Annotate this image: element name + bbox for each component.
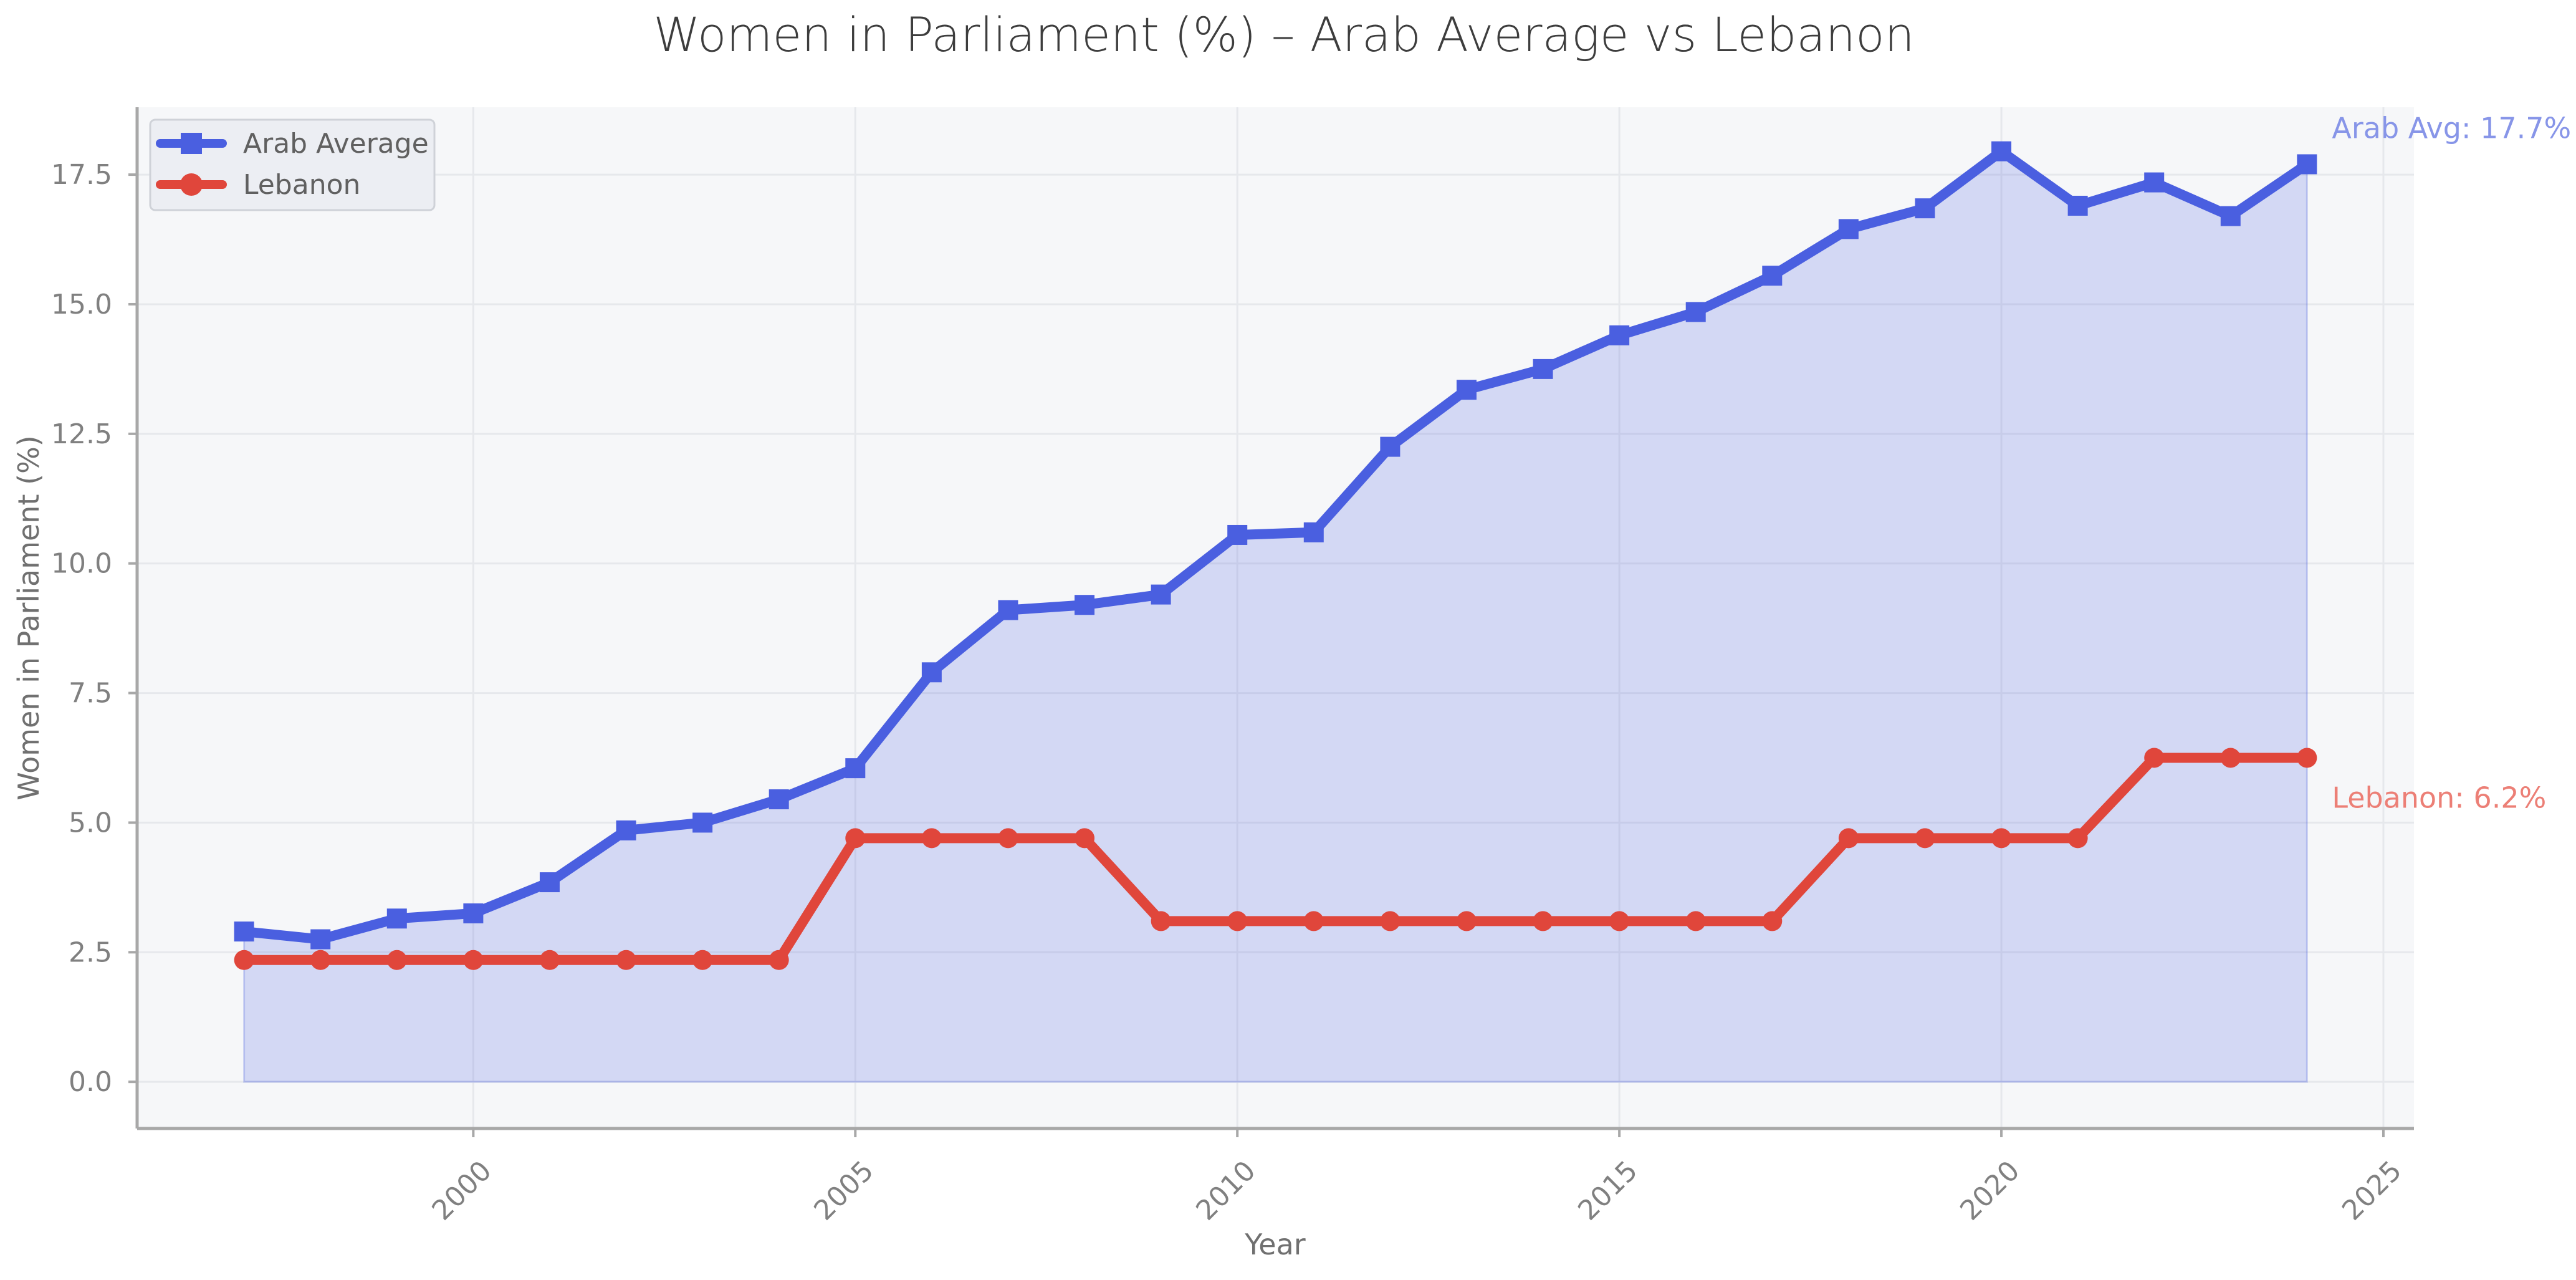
series-line-arab-average <box>239 146 2312 945</box>
series-markers <box>234 141 2317 970</box>
data-point-arab-average <box>1915 198 1935 219</box>
data-point-arab-average <box>1303 522 1324 542</box>
data-point-arab-average <box>845 758 866 779</box>
data-point-arab-average <box>1075 595 1095 615</box>
data-point-lebanon <box>2067 828 2088 849</box>
data-point-arab-average <box>1991 141 2012 161</box>
data-point-arab-average <box>1609 325 1630 345</box>
data-point-lebanon <box>2144 748 2165 768</box>
annotation-arab-average: Arab Avg: 17.7% <box>2332 111 2571 145</box>
legend-item-lebanon: Lebanon <box>156 169 360 201</box>
data-point-lebanon <box>310 950 331 970</box>
data-point-lebanon <box>921 828 942 849</box>
y-tick-label: 15.0 <box>51 289 112 320</box>
data-point-arab-average <box>2297 154 2317 175</box>
data-point-arab-average <box>1685 302 1706 322</box>
y-tick-label: 17.5 <box>51 159 112 191</box>
data-point-arab-average <box>1380 436 1401 457</box>
data-point-arab-average <box>1151 584 1171 605</box>
y-tick-label: 0.0 <box>69 1066 112 1098</box>
y-tick-label: 2.5 <box>69 936 112 968</box>
data-point-arab-average <box>539 872 560 893</box>
y-tick-label: 10.0 <box>51 548 112 580</box>
annotation-lebanon: Lebanon: 6.2% <box>2332 781 2546 814</box>
chart-title: Women in Parliament (%) – Arab Average v… <box>653 7 1915 62</box>
data-point-lebanon <box>1838 828 1859 849</box>
data-point-lebanon <box>1380 911 1401 931</box>
data-point-lebanon <box>768 950 789 970</box>
y-axis-title: Women in Parliament (%) <box>12 435 45 800</box>
data-point-lebanon <box>1456 911 1477 931</box>
data-point-arab-average <box>998 600 1018 620</box>
data-point-lebanon <box>1609 911 1630 931</box>
data-point-lebanon <box>2297 748 2317 768</box>
data-point-lebanon <box>1227 911 1248 931</box>
data-point-lebanon <box>998 828 1018 849</box>
data-point-lebanon <box>1075 828 1095 849</box>
x-axis-title: Year <box>1244 1228 1305 1261</box>
data-point-arab-average <box>2220 206 2241 226</box>
data-point-arab-average <box>310 929 331 950</box>
data-point-lebanon <box>1303 911 1324 931</box>
data-point-arab-average <box>234 922 254 942</box>
data-point-lebanon <box>692 950 713 970</box>
end-value-annotations: Arab Avg: 17.7% Lebanon: 6.2% <box>2332 111 2571 814</box>
data-point-arab-average <box>463 903 484 923</box>
data-point-arab-average <box>921 662 942 683</box>
y-tick-label: 5.0 <box>69 807 112 839</box>
data-point-arab-average <box>2067 195 2088 216</box>
data-point-arab-average <box>1838 219 1859 239</box>
data-point-arab-average <box>386 908 407 929</box>
data-point-lebanon <box>1685 911 1706 931</box>
legend-item-arab-average: Arab Average <box>156 128 429 160</box>
data-point-arab-average <box>1533 358 1553 379</box>
legend-marker-square <box>181 133 202 154</box>
data-point-lebanon <box>616 950 636 970</box>
data-point-lebanon <box>1151 911 1171 931</box>
data-point-arab-average <box>692 812 713 833</box>
data-point-lebanon <box>234 950 254 970</box>
legend: Arab Average Lebanon <box>149 118 436 211</box>
y-tick-label: 12.5 <box>51 418 112 450</box>
data-point-arab-average <box>616 820 636 840</box>
y-tick-label: 7.5 <box>69 678 112 710</box>
data-point-lebanon <box>1991 828 2012 849</box>
data-point-lebanon <box>2220 748 2241 768</box>
data-point-lebanon <box>463 950 484 970</box>
data-point-arab-average <box>1456 380 1477 400</box>
series-lines <box>239 146 2312 965</box>
y-axis-ticks: 0.0 2.5 5.0 7.5 10.0 12.5 15.0 17.5 <box>51 159 137 1098</box>
data-point-lebanon <box>1915 828 1935 849</box>
data-point-lebanon <box>1533 911 1553 931</box>
data-point-arab-average <box>1227 524 1248 545</box>
legend-marker-circle <box>180 173 203 196</box>
data-point-lebanon <box>386 950 407 970</box>
legend-label-lebanon: Lebanon <box>243 169 360 201</box>
data-point-arab-average <box>1762 266 1783 286</box>
series-line-lebanon <box>239 753 2312 965</box>
data-point-lebanon <box>845 828 866 849</box>
legend-label-arab-average: Arab Average <box>243 128 429 160</box>
data-point-lebanon <box>539 950 560 970</box>
data-point-lebanon <box>1762 911 1783 931</box>
data-point-arab-average <box>2144 172 2165 193</box>
data-point-arab-average <box>768 789 789 810</box>
